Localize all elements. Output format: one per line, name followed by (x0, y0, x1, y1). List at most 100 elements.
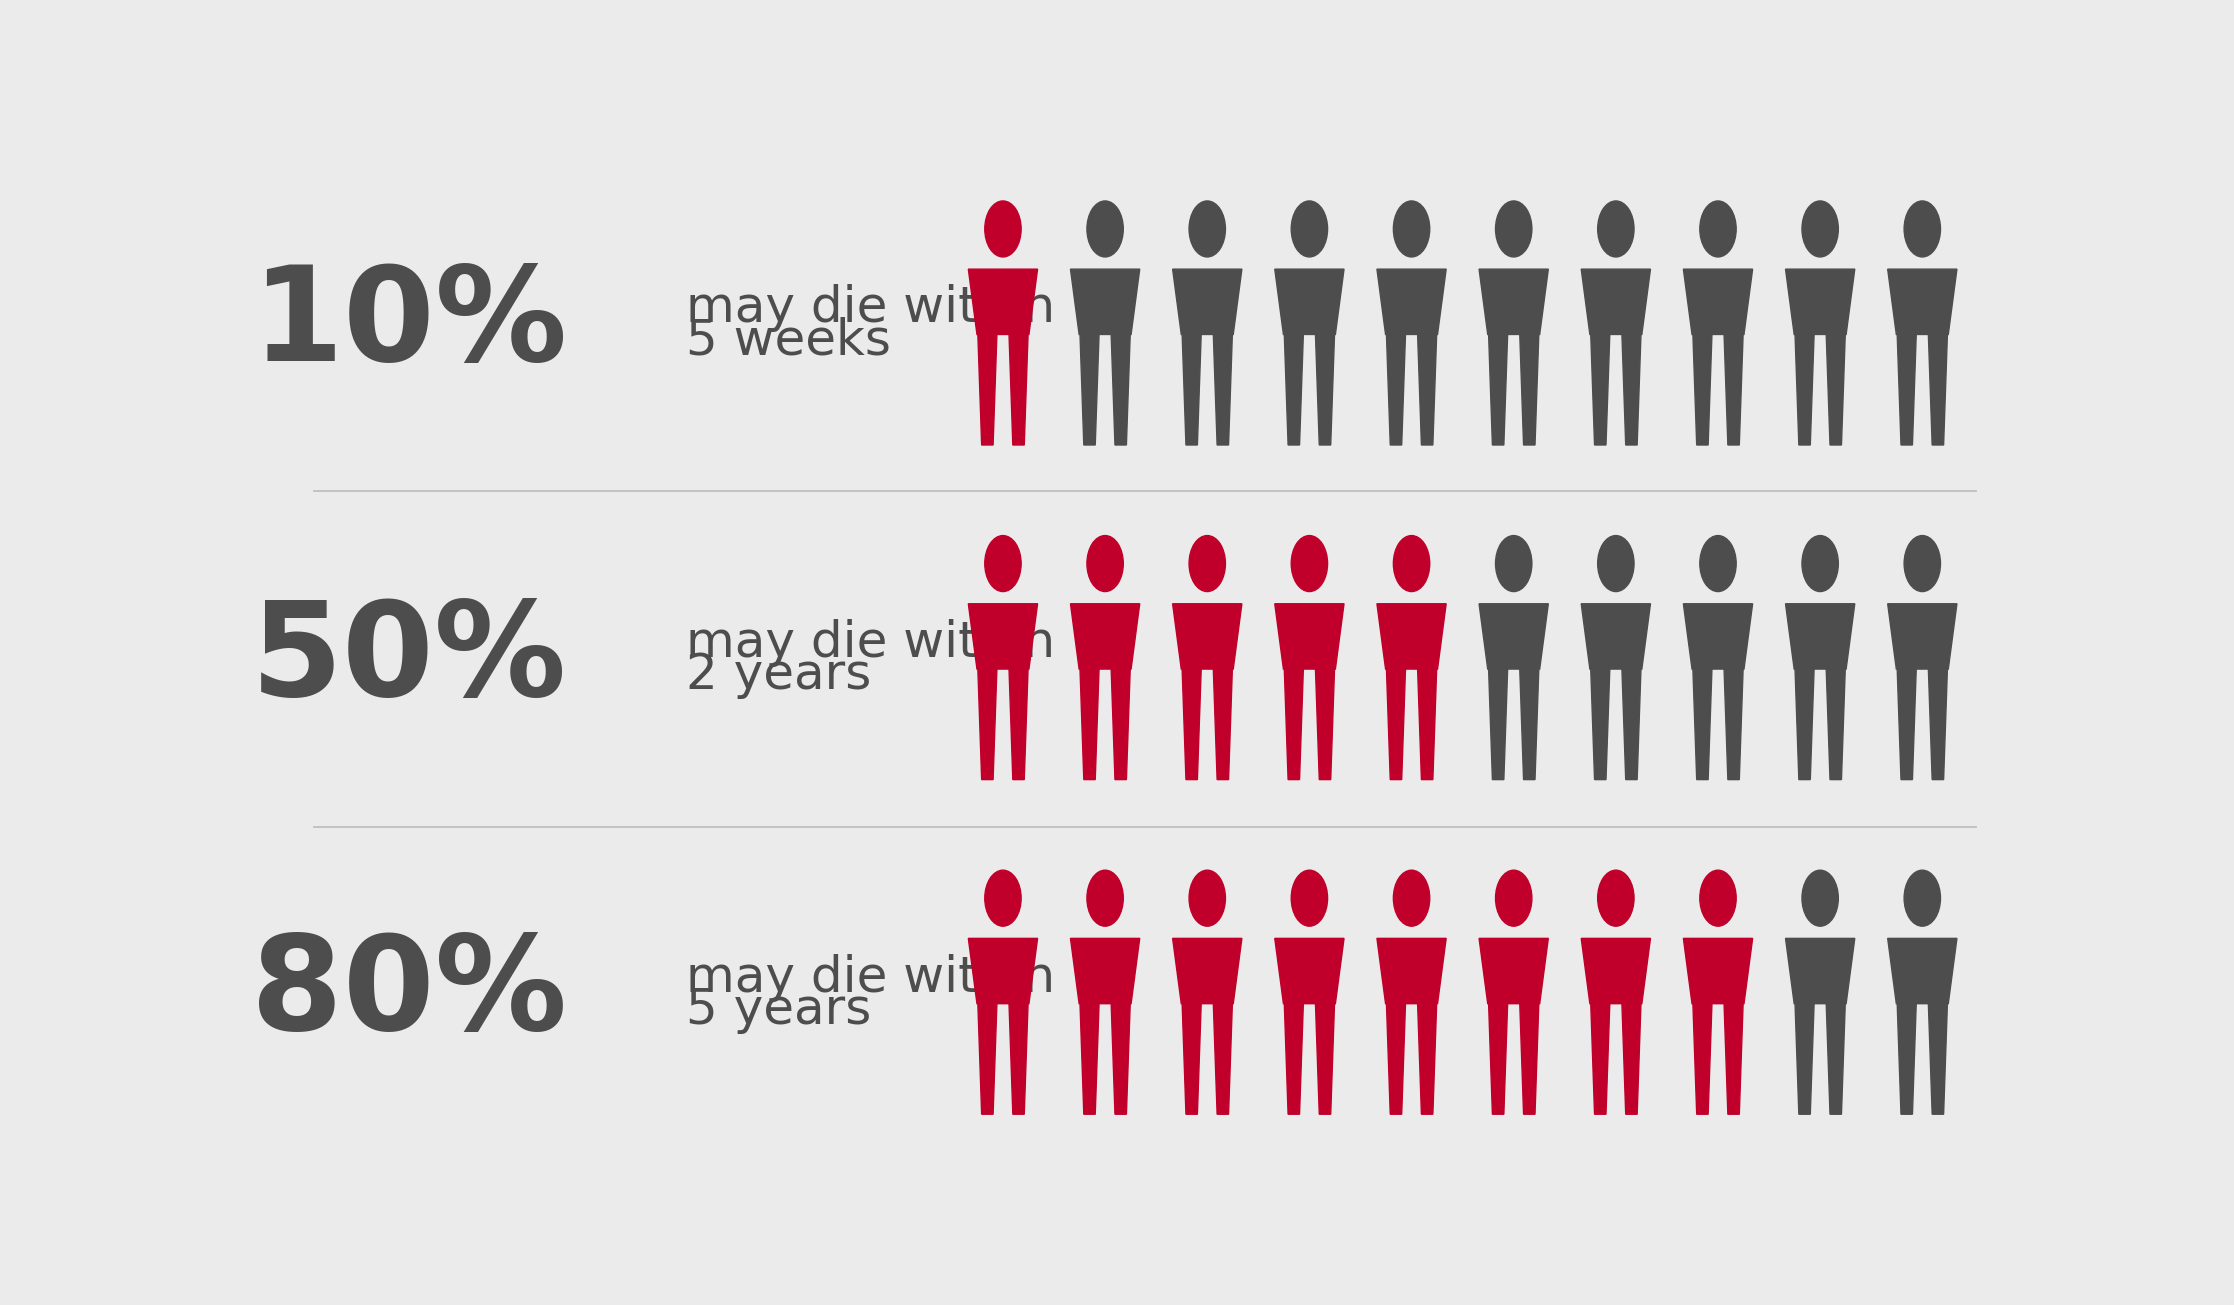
Polygon shape (1276, 269, 1345, 334)
Polygon shape (1010, 1004, 1028, 1114)
Ellipse shape (1088, 201, 1124, 257)
Ellipse shape (1597, 870, 1633, 927)
Text: 10%: 10% (250, 261, 567, 388)
Polygon shape (1796, 334, 1814, 445)
Polygon shape (1888, 269, 1957, 334)
Ellipse shape (1803, 870, 1839, 927)
Polygon shape (1376, 604, 1445, 669)
Ellipse shape (1700, 870, 1736, 927)
Polygon shape (967, 269, 1037, 334)
Text: 80%: 80% (250, 930, 567, 1057)
Polygon shape (1825, 669, 1845, 779)
Polygon shape (1285, 669, 1302, 779)
Polygon shape (1070, 938, 1139, 1004)
Polygon shape (1110, 1004, 1130, 1114)
Polygon shape (1276, 604, 1345, 669)
Polygon shape (967, 604, 1037, 669)
Polygon shape (1897, 1004, 1917, 1114)
Polygon shape (1213, 334, 1233, 445)
Polygon shape (1276, 938, 1345, 1004)
Polygon shape (978, 669, 996, 779)
Ellipse shape (985, 535, 1021, 591)
Polygon shape (1888, 604, 1957, 669)
Polygon shape (1213, 1004, 1233, 1114)
Polygon shape (1897, 334, 1917, 445)
Ellipse shape (1495, 870, 1533, 927)
Text: may die within: may die within (686, 954, 1054, 1001)
Polygon shape (1010, 334, 1028, 445)
Ellipse shape (985, 870, 1021, 927)
Polygon shape (978, 1004, 996, 1114)
Polygon shape (1488, 334, 1508, 445)
Polygon shape (1725, 1004, 1743, 1114)
Ellipse shape (1803, 535, 1839, 591)
Polygon shape (1519, 669, 1539, 779)
Ellipse shape (1700, 535, 1736, 591)
Polygon shape (1070, 604, 1139, 669)
Polygon shape (1182, 1004, 1202, 1114)
Polygon shape (1479, 938, 1548, 1004)
Polygon shape (1519, 1004, 1539, 1114)
Polygon shape (1591, 669, 1611, 779)
Ellipse shape (1597, 201, 1633, 257)
Ellipse shape (1700, 201, 1736, 257)
Polygon shape (1110, 669, 1130, 779)
Ellipse shape (1903, 201, 1941, 257)
Polygon shape (1285, 334, 1302, 445)
Polygon shape (1591, 1004, 1611, 1114)
Polygon shape (1825, 1004, 1845, 1114)
Polygon shape (1419, 669, 1436, 779)
Polygon shape (1182, 334, 1202, 445)
Ellipse shape (1291, 201, 1327, 257)
Ellipse shape (1597, 535, 1633, 591)
Polygon shape (1785, 604, 1854, 669)
Text: may die within: may die within (686, 619, 1054, 667)
Ellipse shape (1088, 870, 1124, 927)
Ellipse shape (985, 201, 1021, 257)
Polygon shape (1796, 669, 1814, 779)
Polygon shape (1387, 1004, 1405, 1114)
Polygon shape (1785, 269, 1854, 334)
Polygon shape (1928, 334, 1948, 445)
Polygon shape (1316, 1004, 1334, 1114)
Polygon shape (1622, 1004, 1642, 1114)
Polygon shape (1684, 269, 1754, 334)
Ellipse shape (1495, 201, 1533, 257)
Text: may die within: may die within (686, 284, 1054, 333)
Polygon shape (1285, 1004, 1302, 1114)
Polygon shape (1376, 938, 1445, 1004)
Polygon shape (1622, 669, 1642, 779)
Polygon shape (1173, 938, 1242, 1004)
Polygon shape (1928, 669, 1948, 779)
Polygon shape (1582, 269, 1651, 334)
Ellipse shape (1495, 535, 1533, 591)
Polygon shape (1693, 334, 1711, 445)
Polygon shape (1725, 334, 1743, 445)
Ellipse shape (1903, 535, 1941, 591)
Polygon shape (1387, 669, 1405, 779)
Polygon shape (1785, 938, 1854, 1004)
Polygon shape (1825, 334, 1845, 445)
Polygon shape (978, 334, 996, 445)
Polygon shape (1173, 604, 1242, 669)
Polygon shape (1488, 669, 1508, 779)
Ellipse shape (1188, 535, 1226, 591)
Ellipse shape (1291, 870, 1327, 927)
Polygon shape (1888, 938, 1957, 1004)
Polygon shape (1419, 334, 1436, 445)
Polygon shape (1684, 938, 1754, 1004)
Polygon shape (1684, 604, 1754, 669)
Ellipse shape (1394, 535, 1430, 591)
Ellipse shape (1188, 870, 1226, 927)
Polygon shape (1419, 1004, 1436, 1114)
Polygon shape (1582, 604, 1651, 669)
Polygon shape (1582, 938, 1651, 1004)
Polygon shape (1725, 669, 1743, 779)
Text: 5 weeks: 5 weeks (686, 317, 891, 364)
Polygon shape (1693, 669, 1711, 779)
Polygon shape (1693, 1004, 1711, 1114)
Ellipse shape (1803, 201, 1839, 257)
Polygon shape (1110, 334, 1130, 445)
Text: 5 years: 5 years (686, 985, 871, 1034)
Polygon shape (1479, 269, 1548, 334)
